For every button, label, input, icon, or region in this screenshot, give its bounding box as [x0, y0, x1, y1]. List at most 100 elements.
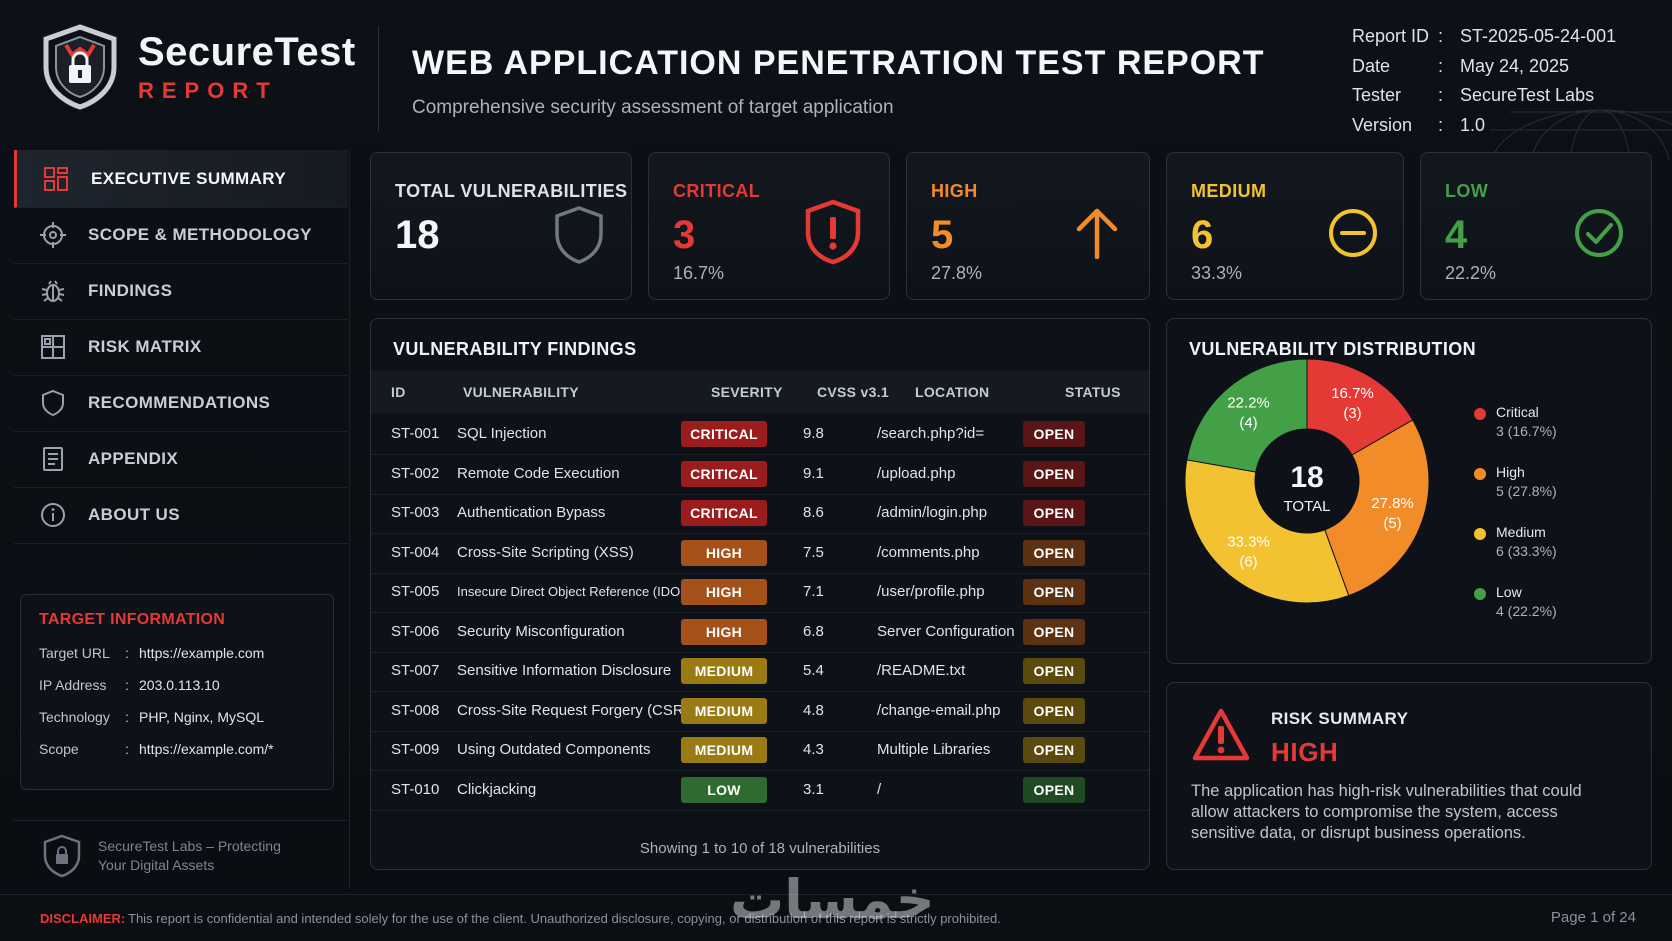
column-header-id[interactable]: ID	[391, 384, 406, 400]
card-value: 18	[395, 213, 440, 257]
donut-center	[1255, 429, 1359, 533]
document-icon	[38, 444, 68, 474]
page-subtitle: Comprehensive security assessment of tar…	[412, 97, 894, 118]
table-row[interactable]: ST-005 Insecure Direct Object Reference (…	[371, 571, 1149, 613]
slice-percent-label: 33.3%	[1227, 534, 1270, 551]
table-pagination-info: Showing 1 to 10 of 18 vulnerabilities	[639, 840, 881, 857]
severity-badge: LOW	[681, 776, 767, 803]
shield-outline-icon	[555, 206, 603, 264]
target-row-key: Technology	[39, 709, 110, 725]
findings-title: VULNERABILITY FINDINGS	[393, 339, 637, 359]
finding-name: Remote Code Execution	[457, 464, 620, 482]
page-title: WEB APPLICATION PENETRATION TEST REPORT	[412, 44, 1265, 82]
card-label: MEDIUM	[1191, 181, 1267, 201]
card-value: 5	[931, 213, 954, 257]
column-header-status[interactable]: STATUS	[1065, 384, 1121, 400]
card-percent: 33.3%	[1191, 263, 1243, 283]
finding-name: Authentication Bypass	[457, 504, 606, 521]
table-row[interactable]: ST-003 Authentication Bypass CRITICAL 8.6/a…	[371, 492, 1149, 534]
finding-name: SQL Injection	[457, 425, 547, 442]
report-header: WEB APPLICATION PENETRATION TEST REPORT …	[412, 44, 1265, 119]
sidebar-item-risk-matrix[interactable]: RISK MATRIX	[14, 318, 348, 376]
table-row[interactable]: ST-002 Remote Code Execution CRITICAL 9.1/u…	[371, 453, 1149, 495]
status-badge: OPEN	[1023, 697, 1085, 724]
sidebar-item-label: APPENDIX	[88, 448, 179, 468]
column-header-severity[interactable]: SEVERITY	[711, 384, 783, 400]
sidebar-item-findings[interactable]: FINDINGS	[14, 262, 348, 320]
legend-item-high[interactable]: High 5 (27.8%)	[1474, 464, 1557, 499]
info-icon	[38, 500, 68, 530]
slice-count-label: (5)	[1383, 515, 1401, 532]
legend-detail: 5 (27.8%)	[1496, 483, 1557, 499]
legend-item-medium[interactable]: Medium 6 (33.3%)	[1474, 524, 1557, 559]
critical-card[interactable]: CRITICAL 3 16.7%	[648, 152, 890, 300]
meta-value: May 24, 2025	[1460, 55, 1570, 76]
table-row[interactable]: ST-004 Cross-Site Scripting (XSS) HIGH 7.5 /…	[371, 532, 1149, 574]
high-card[interactable]: HIGH 5 27.8%	[906, 152, 1150, 300]
cvss-score: 6.8	[803, 622, 824, 640]
table-row[interactable]: ST-006 Security Misconfiguration HIGH 6.8 Se…	[371, 611, 1149, 653]
finding-id: ST-005	[391, 583, 440, 600]
low-card[interactable]: LOW 4 22.2%	[1420, 152, 1652, 300]
severity-badge: MEDIUM	[681, 658, 767, 684]
meta-value: 1.0	[1460, 114, 1486, 135]
finding-name: Cross-Site Request Forgery (CSRF)	[457, 701, 698, 719]
finding-id: ST-004	[391, 543, 440, 561]
status-badge: OPEN	[1023, 658, 1085, 684]
arrow-up-icon	[1076, 208, 1118, 259]
shield-lock-icon	[43, 834, 81, 877]
finding-location: /README.txt	[877, 662, 966, 679]
sidebar-footer-line1: SecureTest Labs – Protecting	[98, 837, 281, 854]
card-percent: 27.8%	[931, 263, 983, 283]
target-row-colon: :	[125, 677, 129, 693]
meta-key: Version	[1352, 114, 1413, 135]
severity-badge: HIGH	[681, 579, 767, 605]
legend-item-low[interactable]: Low 4 (22.2%)	[1474, 584, 1557, 619]
risk-summary-label: RISK SUMMARY	[1271, 709, 1409, 728]
column-header-location[interactable]: LOCATION	[915, 384, 990, 400]
slice-count-label: (4)	[1239, 414, 1257, 431]
sidebar-item-about-us[interactable]: ABOUT US	[14, 486, 348, 544]
table-row[interactable]: ST-001 SQL Injection CRITICAL 9.8/search.ph…	[371, 413, 1149, 455]
table-row[interactable]: ST-009 Using Outdated Components MEDIUM 4.3…	[371, 729, 1149, 771]
medium-card[interactable]: MEDIUM 6 33.3%	[1166, 152, 1404, 300]
meta-value: SecureTest Labs	[1460, 85, 1595, 106]
finding-location: Multiple Libraries	[877, 741, 991, 758]
severity-badge: HIGH	[681, 539, 767, 566]
sidebar-item-appendix[interactable]: APPENDIX	[14, 430, 348, 488]
finding-location: /user/profile.php	[877, 583, 985, 600]
table-row[interactable]: ST-007 Sensitive Information Disclosure ME…	[371, 650, 1149, 692]
sidebar-item-scope-methodology[interactable]: SCOPE & METHODOLOGY	[14, 206, 348, 264]
meta-key: Date	[1352, 55, 1391, 76]
target-row: Technology: PHP, Nginx, MySQL	[39, 709, 315, 725]
card-value: 3	[673, 213, 696, 257]
shield-outline-icon	[38, 388, 68, 418]
sidebar-item-executive-summary[interactable]: EXECUTIVE SUMMARY	[14, 150, 348, 208]
column-header-vulnerability[interactable]: VULNERABILITY	[463, 384, 579, 400]
cvss-score: 8.6	[803, 504, 824, 521]
finding-name: Clickjacking	[457, 780, 537, 798]
legend-item-critical[interactable]: Critical 3 (16.7%)	[1474, 404, 1557, 439]
table-row[interactable]: ST-008 Cross-Site Request Forgery (CSRF) M…	[371, 690, 1149, 732]
shield-alert-icon	[805, 199, 861, 265]
legend-detail: 3 (16.7%)	[1496, 423, 1557, 439]
brand-subtitle: REPORT	[138, 78, 278, 103]
total-vulnerabilities-card[interactable]: TOTAL VULNERABILITIES 18	[370, 152, 632, 300]
target-row-colon: :	[125, 709, 129, 725]
grid-dashboard-icon	[41, 164, 71, 194]
brand-logo[interactable]: SecureTest REPORT	[40, 22, 360, 112]
crosshair-icon	[38, 220, 68, 250]
finding-name: Sensitive Information Disclosure	[457, 662, 672, 679]
finding-id: ST-002	[391, 464, 440, 482]
column-header-cvss[interactable]: CVSS v3.1	[817, 384, 889, 400]
sidebar-item-label: RECOMMENDATIONS	[88, 392, 271, 412]
table-row[interactable]: ST-010 Clickjacking LOW 3.1 / OPEN	[371, 769, 1149, 811]
legend-dot-icon	[1474, 408, 1486, 420]
severity-badge: HIGH	[681, 618, 767, 645]
slice-percent-label: 22.2%	[1227, 394, 1270, 411]
sidebar-item-recommendations[interactable]: RECOMMENDATIONS	[14, 374, 348, 432]
legend-name: Critical	[1496, 404, 1539, 420]
meta-row: Report ID: ST-2025-05-24-001	[1352, 22, 1616, 52]
risk-summary-text: The application has high-risk vulnerabil…	[1191, 782, 1582, 842]
meta-key: Report ID	[1352, 26, 1430, 47]
